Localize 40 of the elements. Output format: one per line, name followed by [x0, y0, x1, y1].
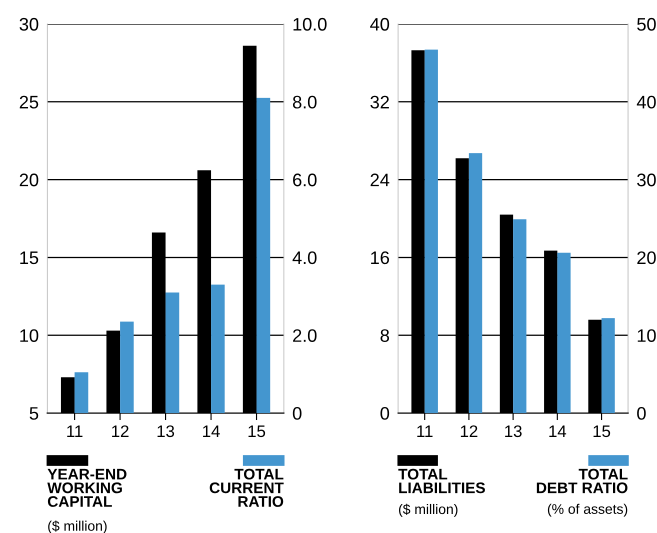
y-tick-label: 0 — [380, 407, 390, 420]
y2-tick-label: 2.0 — [293, 329, 317, 342]
y-tick-label: 40 — [370, 18, 390, 31]
y2-tick-label: 20 — [637, 251, 656, 264]
y2-tick-label: 4.0 — [292, 251, 317, 264]
y-tick-label: 16 — [371, 251, 390, 264]
legend-label: TOTAL CURRENT RATIO — [210, 468, 284, 507]
x-tick-label: 13 — [505, 425, 522, 438]
y-tick-label: 8 — [380, 329, 390, 342]
y2-tick-label: 10 — [638, 329, 656, 342]
x-tick-label: 14 — [203, 425, 220, 437]
y-tick-label: 24 — [370, 174, 390, 186]
y-tick-label: 30 — [20, 18, 38, 31]
y2-tick-label: 0 — [637, 407, 646, 420]
y-tick-label: 25 — [20, 96, 38, 109]
x-tick-label: 11 — [67, 425, 82, 437]
x-tick-label: 14 — [549, 425, 566, 437]
y2-tick-label: 10.0 — [294, 18, 327, 31]
x-tick-label: 12 — [460, 425, 478, 437]
text: ($ million) — [399, 504, 458, 517]
y2-tick-label: 40 — [636, 96, 656, 109]
legend-label: YEAR-END WORKING CAPITAL — [47, 468, 126, 507]
x-tick-label: 15 — [594, 425, 610, 438]
y2-tick-label: 6.0 — [293, 174, 317, 186]
x-tick-label: 11 — [417, 425, 433, 437]
y-tick-label: 32 — [370, 96, 389, 109]
legend-label: TOTAL LIABILITIES — [398, 468, 485, 494]
y-tick-label: 20 — [20, 174, 38, 186]
x-tick-label: 15 — [248, 425, 266, 438]
y2-tick-label: 50 — [637, 18, 656, 31]
y-tick-label: 15 — [20, 252, 38, 264]
legend-label: TOTAL DEBT RATIO — [536, 468, 628, 494]
text: (% of assets) — [548, 504, 628, 517]
y2-tick-label: 30 — [637, 174, 656, 186]
y-tick-label: 5 — [30, 407, 38, 420]
y2-tick-label: 0 — [292, 407, 302, 420]
y-tick-label: 10 — [20, 329, 38, 342]
x-tick-label: 13 — [158, 425, 174, 438]
x-tick-label: 12 — [112, 425, 129, 437]
y2-tick-label: 8.0 — [292, 96, 317, 109]
